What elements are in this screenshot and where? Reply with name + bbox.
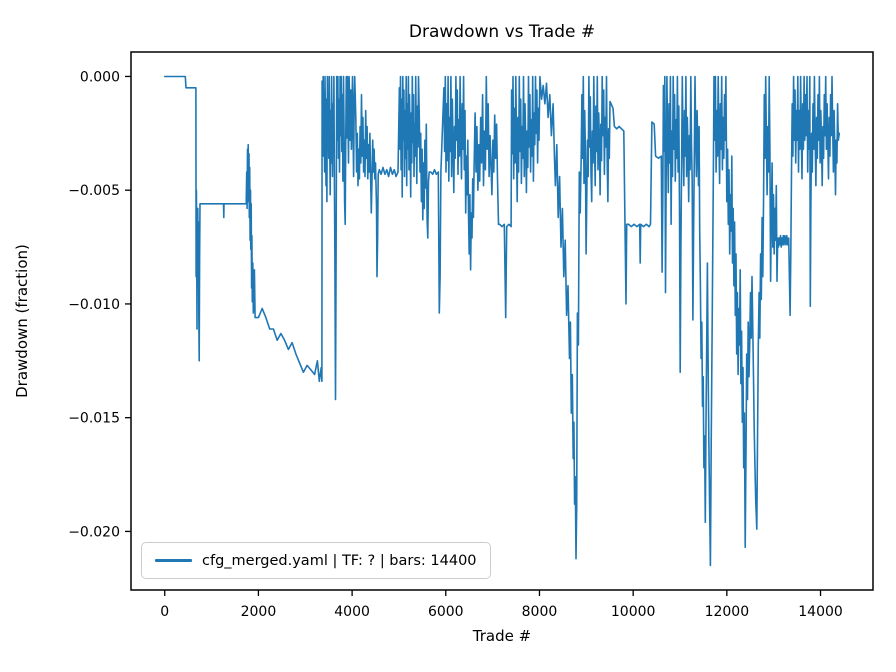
x-tick-label: 12000 (705, 604, 750, 620)
legend-label: cfg_merged.yaml | TF: ? | bars: 14400 (202, 552, 477, 569)
x-tick-label: 8000 (522, 604, 558, 620)
legend-line-sample-icon (155, 559, 192, 562)
x-tick-label: 2000 (241, 604, 277, 620)
x-tick-label: 4000 (334, 604, 370, 620)
x-tick-label: 0 (160, 604, 169, 620)
x-tick-label: 14000 (798, 604, 843, 620)
plot-area-border (130, 51, 874, 591)
x-axis-label: Trade # (472, 627, 531, 645)
y-axis-ticks: 0.000 −0.005 −0.010 −0.015 −0.020 (68, 69, 131, 540)
y-tick-label: −0.020 (68, 524, 120, 540)
x-tick-label: 6000 (428, 604, 464, 620)
x-axis-ticks: 0 2000 4000 6000 8000 10000 12000 14000 (160, 590, 843, 620)
legend: cfg_merged.yaml | TF: ? | bars: 14400 (141, 542, 491, 579)
y-tick-label: 0.000 (80, 69, 120, 85)
y-axis-label: Drawdown (fraction) (13, 244, 31, 398)
chart-title: Drawdown vs Trade # (409, 22, 595, 42)
y-tick-label: −0.015 (68, 411, 120, 427)
x-tick-label: 10000 (611, 604, 656, 620)
drawdown-line (163, 75, 841, 567)
y-tick-label: −0.010 (68, 297, 120, 313)
y-tick-label: −0.005 (68, 183, 120, 199)
